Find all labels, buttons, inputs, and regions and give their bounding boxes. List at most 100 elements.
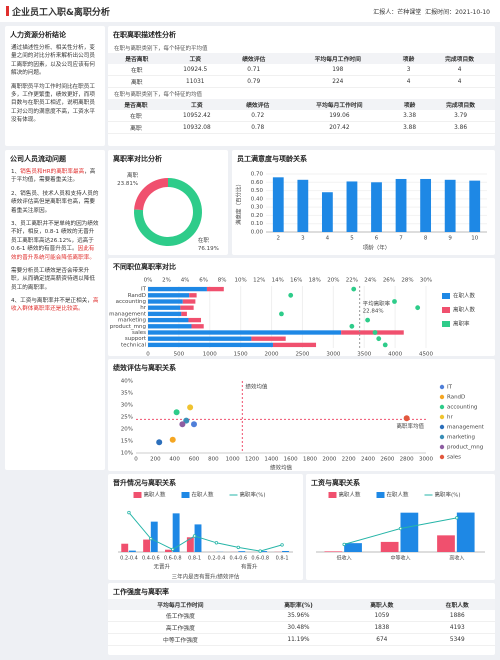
scatter-chart: 10% 15% 20% 25% 30% 35% 40% 0 200 400 600 800 1000 12…: [121, 379, 485, 472]
x-tick-label: 2800: [400, 457, 414, 463]
text-segment: 高收入群体离职率还是比较高。: [11, 298, 99, 313]
x2-tick-label: 4%: [181, 278, 190, 284]
legend-label: 离职人数: [453, 306, 476, 314]
y-tick-label: hr: [140, 305, 146, 311]
paragraph: 需要分析员工绩效是否会带来升职，从而确定提高薪资待遇以降低员工的离职率。: [11, 267, 99, 292]
y-tick-label: 15%: [121, 439, 133, 445]
cell: 离职: [108, 121, 164, 134]
cell: 在职: [108, 110, 164, 122]
y-tick-label: 0.20: [251, 213, 264, 219]
y-tick-label: 0.30: [251, 205, 264, 211]
cell: 4: [424, 64, 495, 76]
bar: [128, 550, 136, 552]
x2-tick-label: 2%: [162, 278, 171, 284]
bar: [346, 181, 358, 232]
bar-segment: [148, 299, 183, 304]
legend-swatch: [439, 454, 445, 460]
x-tick-label: 低收入: [337, 555, 352, 562]
chart-panel: 晋升情况与离职关系 离职人数 在职人数 离职率(%) 0.2-0.4 0.4-0.6 0.…: [108, 474, 303, 580]
bar: [324, 551, 343, 552]
cell: 35.96%: [252, 610, 345, 622]
legend-swatch: [376, 492, 385, 498]
x-tick-label: 6: [375, 236, 379, 242]
rate-dot: [455, 516, 459, 520]
cell: 11031: [165, 75, 225, 88]
bar-segment: [148, 317, 189, 323]
x-tick-label: 1600: [284, 457, 298, 463]
x2-tick-label: 10%: [235, 278, 247, 284]
x-tick-label: 200: [150, 457, 161, 463]
cell: 30.48%: [252, 621, 345, 634]
x-tick-label: 3: [301, 236, 305, 242]
cell: 224: [282, 75, 394, 88]
rate-dot: [214, 541, 219, 545]
rate-dot: [192, 534, 197, 538]
bar-segment: [148, 330, 342, 335]
cell: 3.79: [426, 110, 495, 122]
legend-swatch: [133, 492, 142, 498]
chart-title: 员工满意度与项龄关系: [237, 155, 307, 163]
y-tick-label: support: [125, 336, 147, 342]
bar: [121, 543, 129, 552]
cell: 低工作强度: [108, 610, 253, 622]
cell: 0.78: [229, 121, 286, 134]
cell: 3: [393, 64, 425, 76]
bar: [469, 180, 481, 232]
table-caption: 在职与离职类别下，每个特征的均值: [114, 92, 203, 98]
legend-label: 离职人数: [339, 491, 362, 499]
legend-label: management: [447, 425, 485, 431]
point: [403, 415, 410, 422]
header-cell: 是否离职: [108, 53, 166, 64]
paragraph: 3、员工离职并不是单纯的因为绩效不好，相反，0.8-1 绩效的无晋升员工离职率高…: [11, 220, 99, 262]
legend-swatch: [439, 444, 445, 450]
cell: 10924.5: [165, 64, 225, 76]
row: 在职 10924.5 0.71 198 3 4: [108, 64, 495, 76]
paragraph: 通过描述性分析、相关性分析，变量之间的对比分析来解析出公司员工离职的因素，以及公…: [11, 45, 95, 77]
cell: 5349: [419, 633, 495, 646]
cell: 10952.42: [163, 110, 230, 122]
rate-dot: [149, 536, 153, 541]
chart-panel: 绩效评估与离职关系 10% 15% 20% 25% 30% 35% 40% 0 200 400 60…: [108, 359, 495, 471]
bar-segment: [251, 336, 286, 341]
paragraph: 离职职员平均工作时间比在职员工多，工作更繁重，绩效更好，而项目数与在职员工相近，…: [11, 83, 95, 124]
slice-value: 76.19%: [198, 246, 219, 252]
chart-title: 工资与离职关系: [311, 479, 360, 487]
cell: 199.06: [285, 110, 394, 122]
bar: [437, 535, 455, 552]
legend-label: hr: [447, 415, 453, 421]
describe-panel: 在职离职描述性分析 在职与离职类别下，每个特征的平均值 是否离职 工资 绩效评估 平均每…: [108, 26, 495, 146]
rate-dot: [258, 549, 262, 553]
x-tick-label: 0.2-0.4: [208, 556, 226, 562]
bar: [371, 182, 382, 232]
legend-label: RandD: [447, 395, 465, 401]
legend-swatch: [439, 384, 445, 390]
x2-tick-label: 18%: [309, 278, 321, 284]
header-cell: 绩效评估: [229, 99, 286, 110]
text-segment: 1、: [11, 169, 21, 175]
x-tick-label: 3500: [357, 352, 371, 357]
group-label: 无晋升: [153, 563, 170, 571]
text-segment: ，高于平均值，需要着重关注。: [11, 169, 96, 184]
legend-label: 在职人数: [387, 491, 410, 499]
bar: [272, 177, 284, 232]
x2-tick-label: 16%: [290, 278, 302, 284]
header-cell: 平均每月工作时间: [108, 599, 253, 610]
chart-panel: 员工满意度与项龄关系 0.00 0.10 0.20 0.30 0.40 0.50 0.60 0…: [232, 150, 495, 255]
header-cell: 平均每月工作时间: [285, 99, 394, 110]
rate-dot: [351, 286, 357, 292]
x-tick-label: 1500: [234, 352, 248, 357]
chart-title: 不同职位离职率对比: [113, 263, 176, 271]
combo-chart: 离职人数 在职人数 离职率(%) 低收入 中等收入 高收入: [316, 491, 485, 562]
chart-panel: 离职率对比分析 离职 23.81% 在职 76.19%: [108, 150, 228, 255]
bar: [297, 179, 309, 232]
text-segment: 4、工资与离职率并不是正相关，: [11, 298, 93, 305]
y-tick-label: 0.40: [251, 196, 264, 202]
legend-label: 在职人数: [453, 292, 476, 300]
rate-dot: [127, 510, 131, 515]
cell: 207.42: [285, 121, 394, 134]
legend-swatch: [439, 404, 445, 410]
annotation-value: 22.84%: [363, 309, 384, 315]
bar: [150, 521, 158, 552]
x-tick-label: 0.6-0.8: [164, 556, 182, 562]
text-segment: 2、销售员、技术人员和支持人员的绩效评估高但是离职率也高，需要着重关注原因。: [11, 190, 99, 214]
